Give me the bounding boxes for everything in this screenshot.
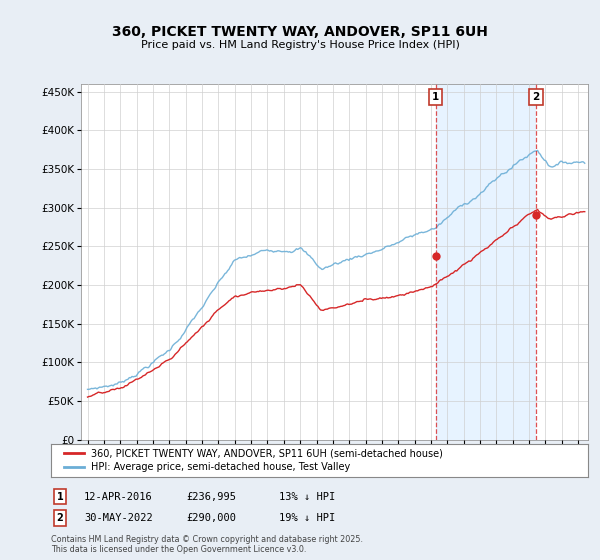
Text: 30-MAY-2022: 30-MAY-2022 xyxy=(84,513,153,523)
Text: 2: 2 xyxy=(532,92,539,102)
Text: 1: 1 xyxy=(432,92,439,102)
Text: Price paid vs. HM Land Registry's House Price Index (HPI): Price paid vs. HM Land Registry's House … xyxy=(140,40,460,50)
Bar xyxy=(436,84,536,440)
Text: 2: 2 xyxy=(56,513,64,523)
Text: 1: 1 xyxy=(56,492,64,502)
Text: 360, PICKET TWENTY WAY, ANDOVER, SP11 6UH: 360, PICKET TWENTY WAY, ANDOVER, SP11 6U… xyxy=(112,25,488,39)
Text: Contains HM Land Registry data © Crown copyright and database right 2025.
This d: Contains HM Land Registry data © Crown c… xyxy=(51,535,363,554)
Text: £290,000: £290,000 xyxy=(186,513,236,523)
Text: 12-APR-2016: 12-APR-2016 xyxy=(84,492,153,502)
Legend: 360, PICKET TWENTY WAY, ANDOVER, SP11 6UH (semi-detached house), HPI: Average pr: 360, PICKET TWENTY WAY, ANDOVER, SP11 6U… xyxy=(61,446,446,475)
Text: 19% ↓ HPI: 19% ↓ HPI xyxy=(279,513,335,523)
Text: 13% ↓ HPI: 13% ↓ HPI xyxy=(279,492,335,502)
Text: £236,995: £236,995 xyxy=(186,492,236,502)
